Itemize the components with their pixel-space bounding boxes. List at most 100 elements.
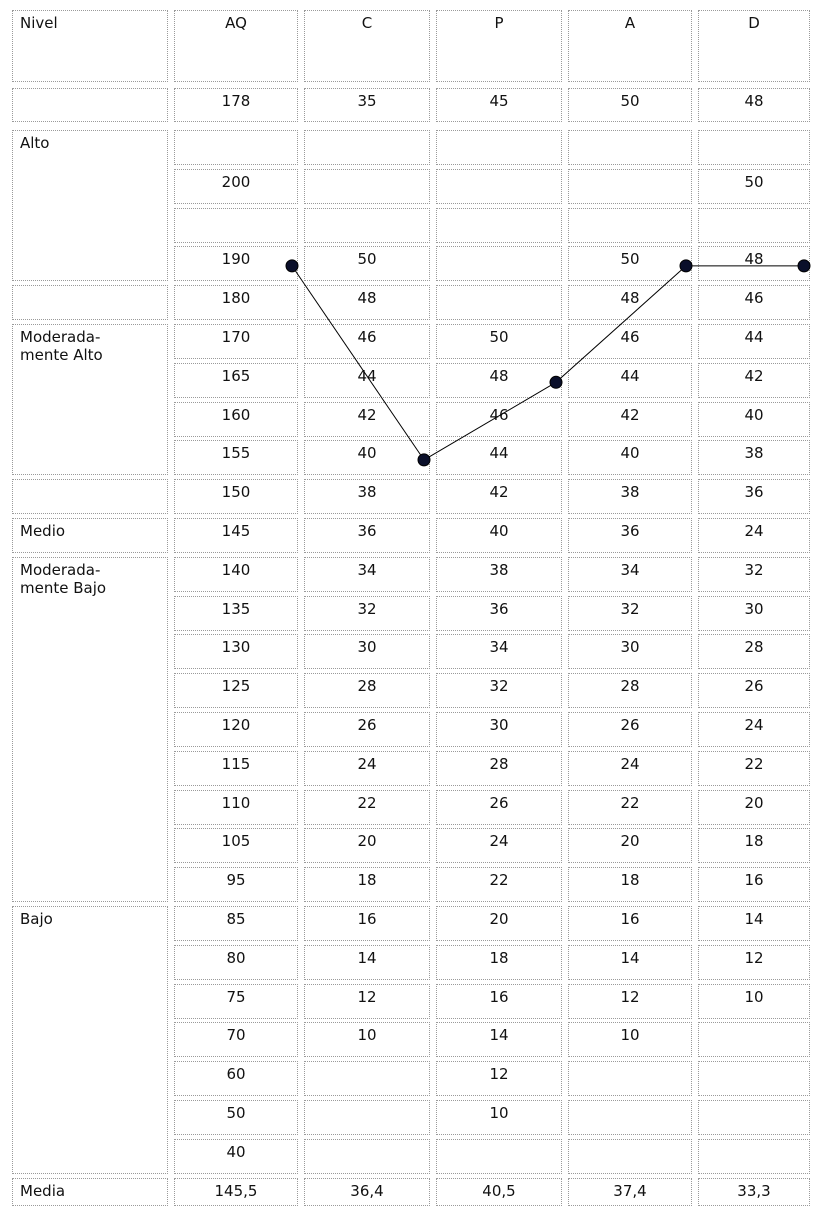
score-cell: 38 xyxy=(436,556,562,592)
score-cell: 46 xyxy=(568,324,692,359)
score-cell: 40 xyxy=(304,440,430,476)
header-p: P xyxy=(436,10,562,82)
mean-value: 37,4 xyxy=(568,1177,692,1206)
score-cell: 36 xyxy=(568,518,692,553)
score-cell: 12 xyxy=(304,983,430,1019)
score-cell: 32 xyxy=(568,595,692,631)
score-cell xyxy=(568,1100,692,1135)
score-cell: 46 xyxy=(304,324,430,359)
score-cell: 180 xyxy=(174,285,298,321)
score-cell: 48 xyxy=(568,285,692,321)
score-cell xyxy=(568,130,692,165)
score-cell: 46 xyxy=(436,401,562,437)
score-cell: 14 xyxy=(568,944,692,980)
score-cell: 50 xyxy=(174,1100,298,1135)
score-cell: 22 xyxy=(698,750,810,786)
score-cell: 95 xyxy=(174,867,298,903)
score-cell: 30 xyxy=(568,634,692,670)
score-cell: 16 xyxy=(568,906,692,941)
score-cell: 38 xyxy=(568,479,692,515)
score-cell: 18 xyxy=(436,944,562,980)
score-cell: 10 xyxy=(568,1022,692,1058)
mean-value: 36,4 xyxy=(304,1177,430,1206)
score-cell xyxy=(698,207,810,243)
score-cell xyxy=(568,207,692,243)
score-cell: 200 xyxy=(174,168,298,204)
score-cell: 36 xyxy=(698,479,810,515)
header-nivel: Nivel xyxy=(12,10,168,82)
score-cell: 42 xyxy=(698,362,810,398)
score-cell: 40 xyxy=(174,1138,298,1174)
score-cell xyxy=(304,168,430,204)
score-cell: 105 xyxy=(174,828,298,864)
subheader-value: 178 xyxy=(174,88,298,122)
mean-value: 40,5 xyxy=(436,1177,562,1206)
score-cell: 70 xyxy=(174,1022,298,1058)
score-cell xyxy=(698,130,810,165)
score-cell: 14 xyxy=(304,944,430,980)
score-cell: 38 xyxy=(698,440,810,476)
score-cell: 24 xyxy=(568,750,692,786)
score-cell: 34 xyxy=(304,556,430,592)
score-cell: 14 xyxy=(436,1022,562,1058)
score-cell: 34 xyxy=(436,634,562,670)
subheader-value: 48 xyxy=(698,88,810,122)
score-cell: 22 xyxy=(304,789,430,825)
score-cell: 16 xyxy=(698,867,810,903)
level-label: Moderada- mente Bajo xyxy=(12,556,168,903)
score-cell: 10 xyxy=(304,1022,430,1058)
score-cell: 44 xyxy=(698,324,810,359)
header-d: D xyxy=(698,10,810,82)
score-cell xyxy=(304,207,430,243)
score-cell: 40 xyxy=(698,401,810,437)
header-aq: AQ xyxy=(174,10,298,82)
score-cell: 22 xyxy=(436,867,562,903)
score-cell: 75 xyxy=(174,983,298,1019)
score-cell xyxy=(436,207,562,243)
level-label: Moderada- mente Alto xyxy=(12,324,168,476)
score-cell: 42 xyxy=(436,479,562,515)
score-cell: 40 xyxy=(568,440,692,476)
score-cell xyxy=(304,1100,430,1135)
score-cell: 80 xyxy=(174,944,298,980)
score-cell: 16 xyxy=(436,983,562,1019)
subheader-label xyxy=(12,88,168,122)
score-cell: 120 xyxy=(174,712,298,747)
score-cell: 115 xyxy=(174,750,298,786)
score-cell: 60 xyxy=(174,1061,298,1097)
score-cell xyxy=(698,1022,810,1058)
score-cell: 110 xyxy=(174,789,298,825)
score-cell xyxy=(698,1138,810,1174)
score-cell: 12 xyxy=(436,1061,562,1097)
score-cell: 34 xyxy=(568,556,692,592)
score-cell: 30 xyxy=(304,634,430,670)
score-cell: 30 xyxy=(436,712,562,747)
score-cell xyxy=(568,1138,692,1174)
mean-value: 145,5 xyxy=(174,1177,298,1206)
score-cell: 125 xyxy=(174,673,298,709)
score-cell: 190 xyxy=(174,246,298,282)
score-cell: 48 xyxy=(698,246,810,282)
score-cell: 10 xyxy=(436,1100,562,1135)
score-cell: 36 xyxy=(304,518,430,553)
score-cell: 26 xyxy=(568,712,692,747)
score-cell: 85 xyxy=(174,906,298,941)
score-cell: 18 xyxy=(304,867,430,903)
score-cell: 50 xyxy=(568,246,692,282)
score-cell: 14 xyxy=(698,906,810,941)
score-cell xyxy=(304,1138,430,1174)
score-cell: 28 xyxy=(568,673,692,709)
score-cell: 135 xyxy=(174,595,298,631)
score-cell: 26 xyxy=(304,712,430,747)
score-cell: 170 xyxy=(174,324,298,359)
level-label: Bajo xyxy=(12,906,168,1174)
score-cell: 44 xyxy=(304,362,430,398)
subheader-value: 35 xyxy=(304,88,430,122)
header-c: C xyxy=(304,10,430,82)
score-cell: 44 xyxy=(436,440,562,476)
score-cell: 24 xyxy=(698,518,810,553)
level-label: Medio xyxy=(12,518,168,553)
score-cell: 28 xyxy=(436,750,562,786)
score-cell: 18 xyxy=(698,828,810,864)
score-cell: 22 xyxy=(568,789,692,825)
